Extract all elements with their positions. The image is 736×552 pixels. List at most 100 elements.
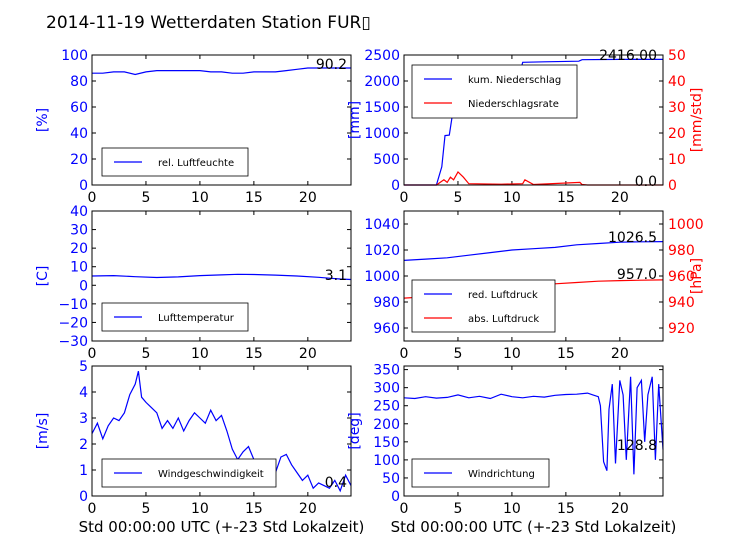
y-tick-label: 100 xyxy=(373,453,400,469)
axes-frame xyxy=(91,210,352,342)
y-axis-label: [C] xyxy=(35,266,51,287)
legend: kum. Niederschlag Niederschlagsrate xyxy=(411,64,578,119)
y-tick-label: 200 xyxy=(373,417,400,433)
y-tick-label: 5 xyxy=(79,359,88,375)
y2-tick-label: 50 xyxy=(668,48,686,64)
y-tick-label: 0 xyxy=(79,178,88,194)
y-tick-label: 60 xyxy=(70,100,88,116)
figure-title: 2014-11-19 Wetterdaten Station FUR▯ xyxy=(46,13,371,33)
y-tick-label: 4 xyxy=(79,385,88,401)
x-tick-label: 20 xyxy=(299,190,317,206)
legend-entry: Windrichtung xyxy=(468,469,535,480)
series-line-1 xyxy=(92,67,351,76)
y-tick-label: 2500 xyxy=(364,48,400,64)
x-tick-label: 10 xyxy=(503,190,521,206)
legend: rel. Luftfeuchte xyxy=(101,147,249,177)
y2-tick-label: 30 xyxy=(668,100,686,116)
y-tick-label: 3 xyxy=(79,411,88,427)
y-tick-label: 1040 xyxy=(364,217,400,233)
panel-5: 0 5 10 15 20 0 1 2 3 4 5 [m/s] Std 00:00:00 UTC (+-2… xyxy=(35,359,364,536)
y2-tick-label: 10 xyxy=(668,152,686,168)
x-tick-label: 15 xyxy=(557,501,575,517)
y-tick-label: 350 xyxy=(373,363,400,379)
legend-entry: rel. Luftfeuchte xyxy=(158,158,234,169)
last-value-label: 90.2 xyxy=(316,57,347,73)
axes-frame xyxy=(91,54,352,186)
y-tick-label: 20 xyxy=(70,152,88,168)
last-value-label: 3.1 xyxy=(325,268,347,284)
y-tick-label: 2000 xyxy=(364,74,400,90)
y-tick-label: −20 xyxy=(58,315,88,331)
y-tick-label: 2 xyxy=(79,437,88,453)
x-tick-label: 0 xyxy=(400,190,409,206)
panel-3: 0 5 10 15 20 −30 −20 −10 0 10 20 30 40 [C] Lufttempera… xyxy=(35,204,352,362)
legend-entry: kum. Niederschlag xyxy=(468,75,561,86)
y2-tick-label: 940 xyxy=(668,295,695,311)
series-line-1 xyxy=(403,241,664,261)
legend-entry: red. Luftdruck xyxy=(468,290,538,301)
legend-entry: abs. Luftdruck xyxy=(468,314,539,325)
x-tick-label: 15 xyxy=(245,190,263,206)
legend: Windrichtung xyxy=(411,458,550,488)
y-tick-label: 1000 xyxy=(364,269,400,285)
y-tick-label: 500 xyxy=(373,152,400,168)
x-tick-label: 10 xyxy=(191,190,209,206)
x-tick-label: 10 xyxy=(191,501,209,517)
y-axis-label: [deg] xyxy=(347,412,363,449)
y-tick-label: 100 xyxy=(61,48,88,64)
y-axis-label: [mm] xyxy=(347,101,363,139)
y-tick-label: 980 xyxy=(373,295,400,311)
y2-tick-label: 0 xyxy=(668,178,677,194)
y2-tick-label: 1000 xyxy=(668,217,704,233)
last-value-label-2: 0.0 xyxy=(635,174,657,190)
x-tick-label: 0 xyxy=(400,346,409,362)
y-tick-label: 1000 xyxy=(364,126,400,142)
legend-entry: Windgeschwindigkeit xyxy=(158,469,264,480)
y-tick-label: 1 xyxy=(79,463,88,479)
y-tick-label: 0 xyxy=(79,489,88,505)
y-tick-label: 250 xyxy=(373,399,400,415)
x-tick-label: 20 xyxy=(611,346,629,362)
x-tick-label: 20 xyxy=(611,501,629,517)
x-tick-label: 5 xyxy=(453,501,462,517)
x-tick-label: 20 xyxy=(299,501,317,517)
panel-2: 0 5 10 15 20 0 500 1000 1500 2000 2500 0 10 20 30 40 50 [… xyxy=(347,48,705,206)
y-tick-label: 20 xyxy=(70,241,88,257)
y2-tick-label: 980 xyxy=(668,243,695,259)
legend: Windgeschwindigkeit xyxy=(101,458,277,488)
y-tick-label: 0 xyxy=(391,489,400,505)
last-value-label: 2416.00 xyxy=(599,48,657,64)
x-tick-label: 0 xyxy=(88,501,97,517)
y-tick-label: 1020 xyxy=(364,243,400,259)
x-tick-label: 0 xyxy=(88,346,97,362)
y-tick-label: 0 xyxy=(79,278,88,294)
series-line-1 xyxy=(91,371,352,493)
panel-1: 0 5 10 15 20 0 20 40 60 80 100 [%] rel. Luftfeuchte 9… xyxy=(35,48,352,206)
y2-tick-label: 40 xyxy=(668,74,686,90)
x-tick-label: 10 xyxy=(503,346,521,362)
axes-frame xyxy=(91,365,352,497)
legend-box xyxy=(411,64,578,119)
y-tick-label: 50 xyxy=(382,471,400,487)
x-tick-label: 15 xyxy=(557,346,575,362)
x-tick-label: 0 xyxy=(400,501,409,517)
y-tick-label: 960 xyxy=(373,321,400,337)
x-tick-label: 5 xyxy=(453,346,462,362)
y-tick-label: 30 xyxy=(70,223,88,239)
y-tick-label: −30 xyxy=(58,334,88,350)
x-tick-label: 15 xyxy=(245,346,263,362)
last-value-label-2: 957.0 xyxy=(617,267,657,283)
y-tick-label: 0 xyxy=(391,178,400,194)
x-axis-label: Std 00:00:00 UTC (+-23 Std Lokalzeit) xyxy=(79,518,365,536)
last-value-label: 0.4 xyxy=(325,475,347,491)
y2-tick-label: 920 xyxy=(668,321,695,337)
y2-axis-label: [mm/std] xyxy=(689,88,705,153)
x-tick-label: 10 xyxy=(191,346,209,362)
y-tick-label: 150 xyxy=(373,435,400,451)
y-axis-label: [m/s] xyxy=(35,413,51,450)
x-tick-label: 0 xyxy=(88,190,97,206)
y2-axis-label: [hPa] xyxy=(689,258,705,294)
